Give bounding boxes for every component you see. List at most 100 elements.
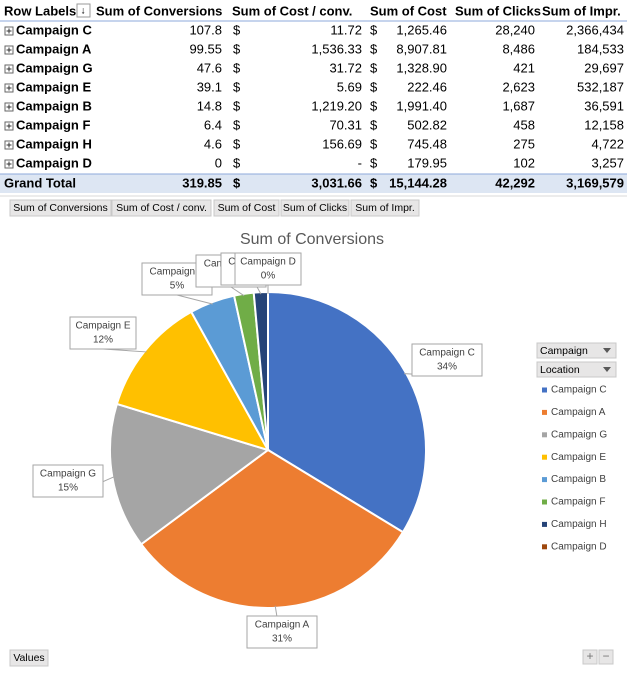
legend-swatch <box>542 432 547 438</box>
cell: 421 <box>513 60 535 75</box>
cell: 8,486 <box>502 41 535 56</box>
data-label-value: 31% <box>272 634 292 645</box>
dropdown-arrow <box>603 348 611 353</box>
field-button[interactable] <box>111 199 212 217</box>
cell: 28,240 <box>495 22 535 37</box>
cell: 3,031.66 <box>311 175 362 190</box>
expand-icon: + <box>586 649 593 663</box>
cell: 1,328.90 <box>396 60 447 75</box>
field-button[interactable] <box>213 199 280 217</box>
cell: $ <box>370 175 378 190</box>
legend-label: Campaign E <box>551 452 606 463</box>
legend-label: Campaign G <box>551 429 607 440</box>
cell: 3,169,579 <box>566 175 624 190</box>
field-button[interactable] <box>350 199 420 217</box>
cell: $ <box>370 117 378 132</box>
cell: $ <box>370 79 378 94</box>
row-label: Campaign C <box>16 22 92 37</box>
row-label: Campaign H <box>16 136 92 151</box>
cell: 47.6 <box>197 60 222 75</box>
cell: 102 <box>513 155 535 170</box>
field-button-label: Sum of Cost <box>218 202 276 214</box>
cell: 31.72 <box>329 60 362 75</box>
cell: 8,907.81 <box>396 41 447 56</box>
data-label-value: 34% <box>437 362 457 373</box>
sort-button[interactable] <box>76 3 91 18</box>
cell: $ <box>370 41 378 56</box>
data-label-name: Campaign E <box>75 321 130 332</box>
legend-field-label: Location <box>540 364 580 376</box>
cell: $ <box>370 155 378 170</box>
header-cell: Sum of Cost <box>370 3 447 18</box>
collapse-button[interactable] <box>598 649 614 665</box>
data-label-value: 15% <box>58 483 78 494</box>
sort-icon: ↓ <box>81 6 86 17</box>
cell: 458 <box>513 117 535 132</box>
cell: 29,697 <box>584 60 624 75</box>
cell: 42,292 <box>495 175 535 190</box>
cell: $ <box>233 22 241 37</box>
data-label-value: 0% <box>261 271 276 282</box>
field-button[interactable] <box>280 199 350 217</box>
cell: 0 <box>215 155 222 170</box>
leader-line <box>176 294 213 305</box>
legend-field-button[interactable] <box>536 361 617 378</box>
values-button-label: Values <box>13 652 44 664</box>
cell: 2,366,434 <box>566 22 624 37</box>
cell: 184,533 <box>577 41 624 56</box>
header-cell: Row Labels <box>4 3 76 18</box>
data-label-name: Campaign A <box>255 620 310 631</box>
legend-swatch <box>542 544 547 550</box>
legend-field-label: Campaign <box>540 345 588 357</box>
cell: 12,158 <box>584 117 624 132</box>
data-label-name: Campaign D <box>240 257 296 268</box>
cell: 107.8 <box>189 22 222 37</box>
cell: 2,623 <box>502 79 535 94</box>
cell: 1,219.20 <box>311 98 362 113</box>
row-label: Campaign G <box>16 60 93 75</box>
cell: 5.69 <box>337 79 362 94</box>
pie-slice <box>115 310 271 452</box>
field-button[interactable] <box>9 199 112 217</box>
header-cell: Sum of Conversions <box>96 3 222 18</box>
data-label-box <box>32 464 104 498</box>
legend-field-button[interactable] <box>536 342 617 359</box>
cell: 179.95 <box>407 155 447 170</box>
field-button-label: Sum of Conversions <box>13 202 108 214</box>
cell: 39.1 <box>197 79 222 94</box>
header-cell: Sum of Impr. <box>542 3 621 18</box>
cell: 70.31 <box>329 117 362 132</box>
row-label: Campaign B <box>16 98 92 113</box>
cell: 3,257 <box>591 155 624 170</box>
cell: $ <box>370 98 378 113</box>
cell: 6.4 <box>204 117 222 132</box>
legend-swatch <box>542 409 547 415</box>
legend-label: Campaign F <box>551 497 605 508</box>
data-label-box <box>69 316 137 350</box>
leader-line <box>230 286 245 297</box>
legend-label: Campaign C <box>551 385 607 396</box>
field-button-label: Sum of Cost / conv. <box>116 202 207 214</box>
legend-swatch <box>542 521 547 527</box>
cell: 1,265.46 <box>396 22 447 37</box>
data-label-value: 5% <box>170 281 185 292</box>
header-cell: Sum of Cost / conv. <box>232 3 352 18</box>
cell: 1,991.40 <box>396 98 447 113</box>
legend-label: Campaign D <box>551 541 607 552</box>
legend-swatch <box>542 387 547 393</box>
cell: 11.72 <box>330 22 362 37</box>
row-label: Campaign D <box>16 155 92 170</box>
cell: 15,144.28 <box>389 175 447 190</box>
collapse-icon: − <box>602 649 609 663</box>
legend-swatch <box>542 454 547 460</box>
data-label-box <box>411 343 483 377</box>
cell: $ <box>233 98 241 113</box>
legend-swatch <box>542 477 547 483</box>
header-cell: Sum of Clicks <box>455 3 541 18</box>
data-label-name: Campaign G <box>40 469 96 480</box>
values-button[interactable] <box>9 649 49 667</box>
cell: 99.55 <box>189 41 222 56</box>
expand-button[interactable] <box>582 649 598 665</box>
data-label-value: 12% <box>93 335 113 346</box>
